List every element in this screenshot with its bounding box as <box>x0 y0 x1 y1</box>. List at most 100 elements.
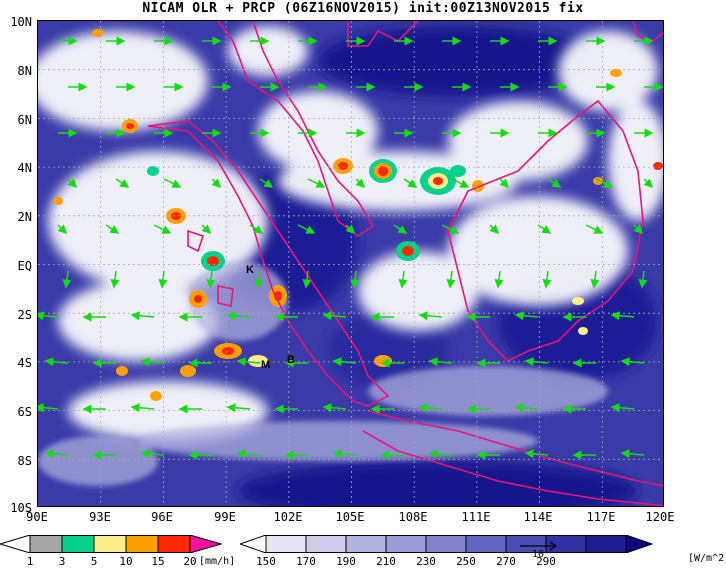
precip-cbar-cell-2 <box>61 535 95 553</box>
lon-label-114e: 114E <box>523 510 553 524</box>
wind-vector-arrow <box>67 178 78 189</box>
lon-label-96e: 96E <box>151 510 173 524</box>
wind-vector-arrow <box>547 178 562 188</box>
wind-vector-arrow <box>105 224 120 234</box>
precip-colorbar <box>0 535 222 553</box>
wind-vector-arrow <box>44 357 69 367</box>
wind-vector-arrow <box>620 357 645 367</box>
precip-tick-20: 20 <box>183 555 197 568</box>
wind-vector-arrow <box>140 449 165 459</box>
wind-vector-arrow <box>514 403 539 413</box>
wind-vector-arrow <box>57 224 68 235</box>
sumatra-coast <box>147 120 390 407</box>
olr-cbar-cell <box>585 535 627 553</box>
olr-unit: [W/m^2] <box>688 553 726 564</box>
wind-vector-arrow <box>322 403 347 413</box>
olr-cbar-cell <box>345 535 387 553</box>
thailand-coast <box>347 21 419 47</box>
precip-cbar-left-arrow <box>0 535 31 553</box>
olr-cbar-cell <box>385 535 427 553</box>
station-k: K <box>246 264 254 276</box>
lat-label-6n: 6N <box>17 113 32 127</box>
lon-label-90e: 90E <box>26 510 48 524</box>
lon-label-93e: 93E <box>89 510 111 524</box>
wind-vector-arrow <box>446 270 456 289</box>
map-plot-area: K M B <box>37 20 664 507</box>
precip-cbar-cell-1 <box>29 535 63 553</box>
lon-label-111e: 111E <box>461 510 491 524</box>
wind-vector-arrow <box>158 270 168 289</box>
olr-cbar-right-arrow <box>625 535 654 553</box>
wind-vector-arrow <box>130 311 155 321</box>
lat-label-10s: 10S <box>10 501 32 515</box>
wind-vector-arrow <box>610 311 635 321</box>
lat-label-6s: 6S <box>17 405 32 419</box>
precip-tick-10: 10 <box>119 555 133 568</box>
wind-vector-arrow <box>332 357 357 367</box>
olr-tick: 250 <box>456 555 476 568</box>
precip-tick-3: 3 <box>58 555 66 568</box>
wind-vector-arrow <box>254 270 264 289</box>
olr-cbar-cell <box>425 535 467 553</box>
wind-vector-arrow <box>226 311 251 321</box>
wind-vector-arrow <box>428 449 453 459</box>
wind-vector-arrow <box>398 270 408 289</box>
map-title: NICAM OLR + PRCP (06Z16NOV2015) init:00Z… <box>142 1 584 16</box>
precip-tick-5: 5 <box>90 555 98 568</box>
wind-vector-arrow <box>494 270 504 289</box>
olr-cbar-cell <box>465 535 507 553</box>
wind-vector-arrow <box>236 357 261 367</box>
wind-vector-arrow <box>297 224 316 234</box>
lat-label-8n: 8N <box>17 64 32 78</box>
wind-vector-arrow <box>355 178 366 189</box>
vector-reference: 10 <box>520 540 560 560</box>
lon-label-102e: 102E <box>273 510 303 524</box>
wind-vectors <box>38 36 663 460</box>
wind-vector-arrow <box>211 178 222 189</box>
sumatra-east-islands <box>187 229 234 307</box>
wind-vector-arrow <box>643 178 654 189</box>
wind-vector-arrow <box>610 403 635 413</box>
olr-tick: 150 <box>256 555 276 568</box>
lon-label-99e: 99E <box>214 510 236 524</box>
wind-vector-arrow <box>590 270 600 289</box>
wind-vector-arrow <box>62 270 72 289</box>
java-coast-south <box>362 430 663 506</box>
wind-vector-arrow <box>524 357 549 367</box>
wind-vector-arrow <box>332 449 357 459</box>
lat-label-8s: 8S <box>17 454 32 468</box>
station-b: B <box>287 354 295 366</box>
wind-vector-arrow <box>428 357 453 367</box>
lon-label-108e: 108E <box>398 510 428 524</box>
lat-label-10n: 10N <box>10 15 32 29</box>
lon-label-117e: 117E <box>586 510 616 524</box>
wind-vector-arrow <box>620 449 645 459</box>
wind-vector-arrow <box>206 270 216 289</box>
olr-tick: 270 <box>496 555 516 568</box>
wind-vector-arrow <box>44 449 69 459</box>
wind-vector-arrow <box>38 403 59 413</box>
wind-vector-arrow <box>537 224 552 234</box>
wind-vector-arrow <box>302 270 312 289</box>
wind-vector-arrow <box>403 178 418 188</box>
wind-vector-arrow <box>350 270 360 289</box>
olr-tick: 290 <box>536 555 556 568</box>
olr-tick: 230 <box>416 555 436 568</box>
wind-vector-arrow <box>393 224 408 234</box>
wind-vector-arrow <box>489 224 500 235</box>
wind-vector-arrow <box>585 224 604 234</box>
olr-tick: 210 <box>376 555 396 568</box>
precip-cbar-cell-3 <box>93 535 127 553</box>
lat-label-eq: EQ <box>17 259 32 273</box>
wind-vector-arrow <box>524 449 549 459</box>
wind-vector-arrow <box>418 403 443 413</box>
wind-vector-arrow <box>140 357 165 367</box>
precip-tick-1: 1 <box>26 555 34 568</box>
station-m: M <box>261 359 270 371</box>
wind-vector-arrow <box>633 224 644 235</box>
wind-vector-arrow <box>259 178 274 188</box>
wind-vector-arrow <box>322 311 347 321</box>
precip-cbar-right-arrow <box>189 535 222 553</box>
lat-lon-grid <box>38 21 663 506</box>
lon-label-120e: 120E <box>645 510 675 524</box>
